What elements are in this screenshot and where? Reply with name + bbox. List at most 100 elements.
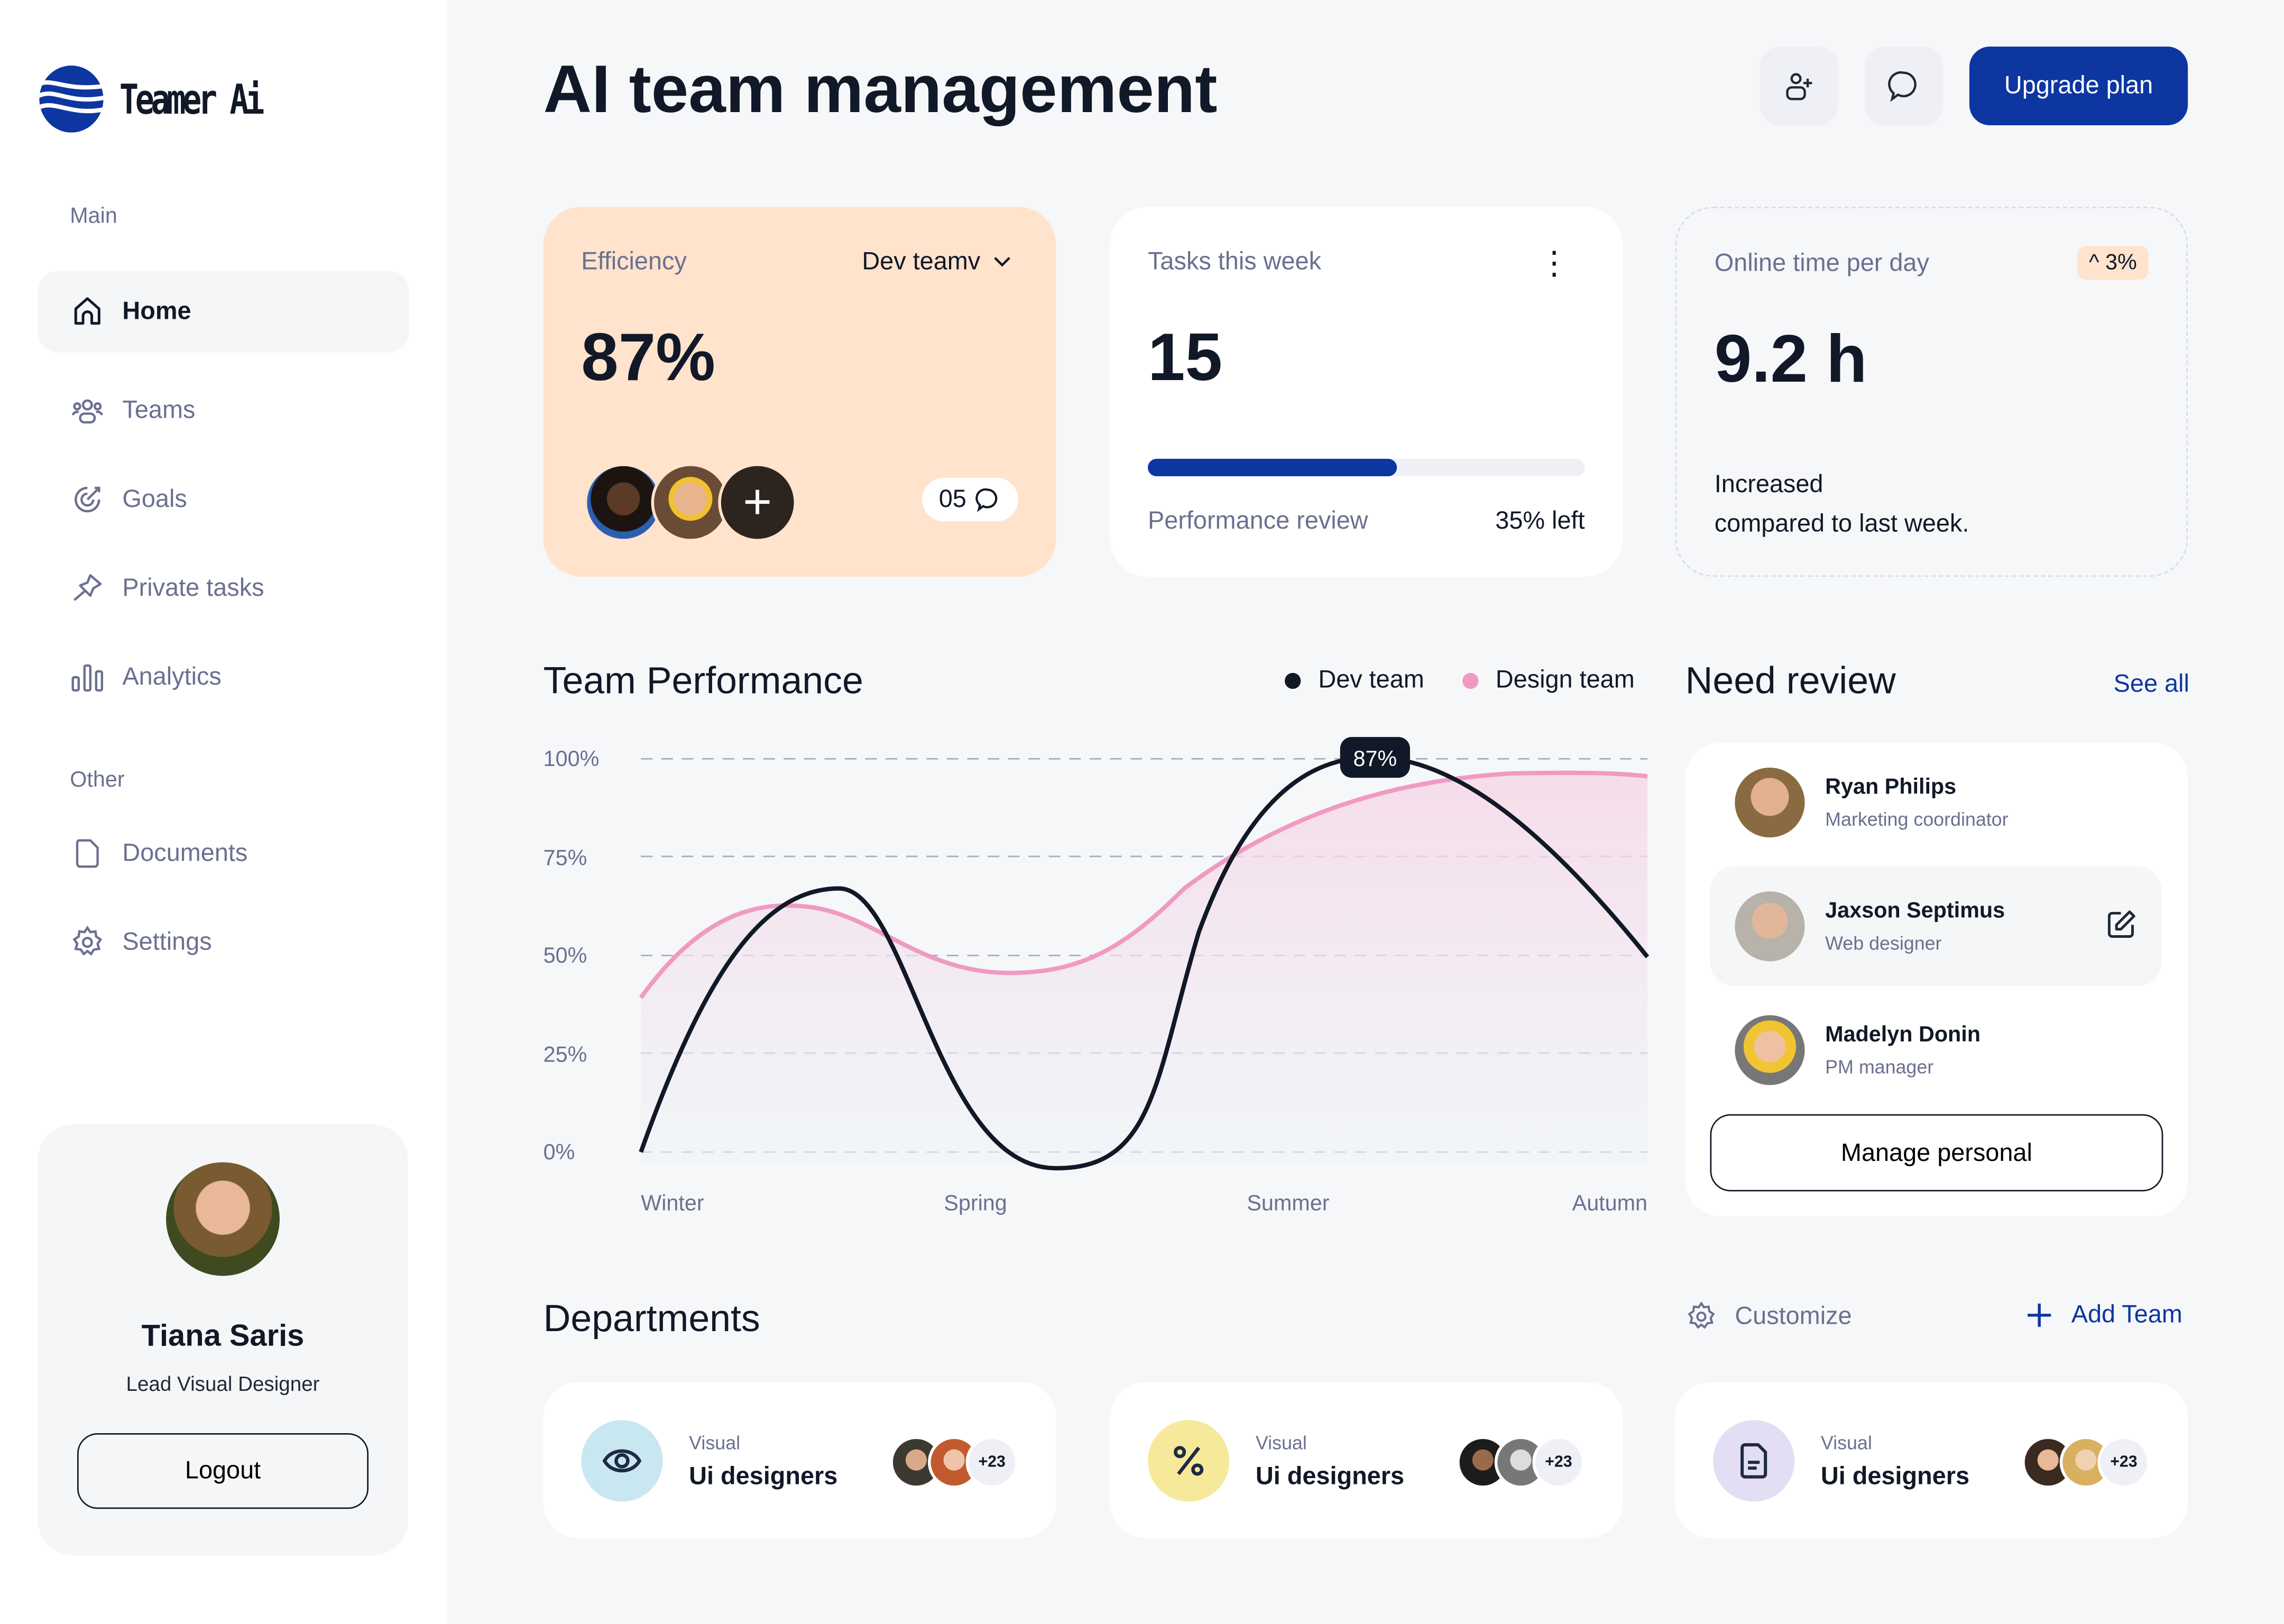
member-avatars: +23 bbox=[890, 1436, 1018, 1489]
more-members-count[interactable]: +23 bbox=[2097, 1436, 2150, 1489]
logout-button[interactable]: Logout bbox=[77, 1433, 369, 1509]
add-team-label: Add Team bbox=[2071, 1300, 2182, 1328]
manage-personal-button[interactable]: Manage personal bbox=[1710, 1114, 2163, 1192]
x-tick: Winter bbox=[641, 1191, 704, 1215]
document-icon bbox=[76, 839, 99, 868]
section-label-main: Main bbox=[70, 204, 117, 229]
department-icon-badge bbox=[1148, 1420, 1230, 1502]
review-list-item[interactable]: Ryan Philips Marketing coordinator bbox=[1710, 743, 2161, 862]
team-performance-chart: 100% 75% 50% 25% 0% 87% Winter Spring bbox=[544, 737, 1650, 1215]
page-title: AI team management bbox=[543, 51, 1218, 127]
customize-label: Customize bbox=[1735, 1302, 1852, 1330]
plus-icon bbox=[2028, 1303, 2051, 1327]
team-select-dropdown[interactable]: Dev teamv bbox=[862, 247, 1012, 276]
comment-icon bbox=[976, 488, 998, 512]
customize-button[interactable]: Customize bbox=[1686, 1300, 1852, 1333]
comment-count: 05 bbox=[938, 485, 966, 513]
sidebar-item-analytics[interactable]: Analytics bbox=[38, 636, 410, 718]
sidebar-item-home[interactable]: Home bbox=[38, 271, 410, 353]
person-name: Madelyn Donin bbox=[1825, 1022, 1981, 1047]
x-tick: Spring bbox=[944, 1191, 1007, 1215]
eye-icon bbox=[602, 1449, 642, 1473]
chat-icon bbox=[1888, 71, 1917, 102]
y-tick: 75% bbox=[544, 846, 587, 870]
sidebar-item-label: Private tasks bbox=[122, 574, 264, 602]
more-options-icon[interactable]: ⋮ bbox=[1538, 244, 1570, 281]
chevron-down-icon bbox=[994, 257, 1010, 267]
sidebar-item-label: Home bbox=[122, 297, 191, 325]
efficiency-value: 87% bbox=[581, 319, 715, 395]
department-name: Ui designers bbox=[1255, 1462, 1405, 1490]
department-card[interactable]: Visual Ui designers +23 bbox=[1110, 1382, 1623, 1538]
sidebar-item-settings[interactable]: Settings bbox=[38, 901, 410, 983]
y-tick: 100% bbox=[544, 746, 600, 771]
add-member-button[interactable]: + bbox=[718, 463, 797, 542]
change-badge: ^ 3% bbox=[2077, 246, 2149, 280]
department-icon-badge bbox=[1712, 1420, 1795, 1502]
plus-icon: + bbox=[743, 474, 772, 530]
department-subtitle: Visual bbox=[1255, 1432, 1307, 1454]
chart-tooltip: 87% bbox=[1353, 746, 1397, 771]
percent-icon bbox=[1174, 1446, 1204, 1476]
avatar bbox=[1735, 891, 1805, 962]
tasks-label: Tasks this week bbox=[1148, 247, 1322, 275]
user-plus-icon bbox=[1786, 73, 1812, 100]
profile-card: Tiana Saris Lead Visual Designer Logout bbox=[38, 1124, 408, 1556]
team-select-value: Dev teamv bbox=[862, 247, 981, 275]
more-members-count[interactable]: +23 bbox=[965, 1436, 1018, 1489]
see-all-link[interactable]: See all bbox=[2113, 670, 2189, 698]
progress-label: Performance review bbox=[1148, 506, 1368, 535]
avatar[interactable] bbox=[584, 463, 663, 542]
review-list-item[interactable]: Jaxson Septimus Web designer bbox=[1710, 866, 2162, 986]
x-tick: Autumn bbox=[1572, 1191, 1647, 1215]
pin-icon bbox=[73, 574, 102, 601]
sidebar-item-label: Teams bbox=[122, 396, 196, 424]
efficiency-label: Efficiency bbox=[581, 247, 687, 275]
sidebar-item-private-tasks[interactable]: Private tasks bbox=[38, 548, 410, 629]
person-name: Jaxson Septimus bbox=[1825, 898, 2005, 924]
note-line-1: Increased bbox=[1714, 470, 1823, 499]
legend-design-team[interactable]: Design team bbox=[1462, 666, 1635, 695]
home-icon bbox=[74, 297, 100, 325]
sidebar-item-documents[interactable]: Documents bbox=[38, 813, 410, 894]
sidebar-item-goals[interactable]: Goals bbox=[38, 459, 410, 540]
add-team-button[interactable]: Add Team bbox=[2025, 1300, 2182, 1330]
profile-name: Tiana Saris bbox=[141, 1320, 305, 1353]
comments-pill[interactable]: 05 bbox=[922, 477, 1018, 522]
section-label-other: Other bbox=[70, 767, 125, 792]
efficiency-card: Efficiency Dev teamv 87% + 05 bbox=[543, 207, 1056, 577]
sidebar: Teamer Ai Main Home Teams Goals Private … bbox=[0, 0, 447, 1624]
sidebar-item-teams[interactable]: Teams bbox=[38, 370, 410, 451]
person-role: Marketing coordinator bbox=[1825, 808, 2009, 831]
bar-chart-icon bbox=[71, 664, 104, 692]
progress-fill bbox=[1148, 458, 1397, 476]
profile-role: Lead Visual Designer bbox=[126, 1372, 320, 1396]
avatar bbox=[1735, 1015, 1805, 1085]
logo-icon bbox=[39, 65, 104, 133]
online-time-value: 9.2 h bbox=[1714, 320, 1867, 396]
logo[interactable]: Teamer Ai bbox=[38, 65, 301, 133]
department-subtitle: Visual bbox=[1820, 1432, 1872, 1454]
sidebar-item-label: Goals bbox=[122, 485, 187, 513]
upgrade-plan-button[interactable]: Upgrade plan bbox=[1969, 47, 2188, 125]
add-user-button[interactable] bbox=[1760, 47, 1838, 125]
department-card[interactable]: Visual Ui designers +23 bbox=[1675, 1382, 2188, 1538]
department-icon-badge bbox=[581, 1420, 663, 1502]
chat-button[interactable] bbox=[1864, 47, 1944, 125]
edit-icon[interactable] bbox=[2103, 907, 2138, 942]
more-members-count[interactable]: +23 bbox=[1532, 1436, 1585, 1489]
member-avatars: +23 bbox=[1457, 1436, 1585, 1489]
profile-avatar[interactable] bbox=[166, 1162, 280, 1276]
team-avatars: + bbox=[584, 463, 797, 542]
department-name: Ui designers bbox=[689, 1462, 838, 1490]
main-content: AI team management Upgrade plan Efficien… bbox=[447, 0, 2284, 1624]
legend-dev-team[interactable]: Dev team bbox=[1284, 666, 1424, 695]
person-name: Ryan Philips bbox=[1825, 774, 1957, 800]
team-performance-title: Team Performance bbox=[543, 658, 863, 702]
person-role: Web designer bbox=[1825, 932, 1942, 954]
review-list-item[interactable]: Madelyn Donin PM manager bbox=[1710, 990, 2161, 1110]
member-avatars: +23 bbox=[2022, 1436, 2150, 1489]
department-card[interactable]: Visual Ui designers +23 bbox=[543, 1382, 1056, 1538]
y-tick: 50% bbox=[544, 943, 587, 967]
